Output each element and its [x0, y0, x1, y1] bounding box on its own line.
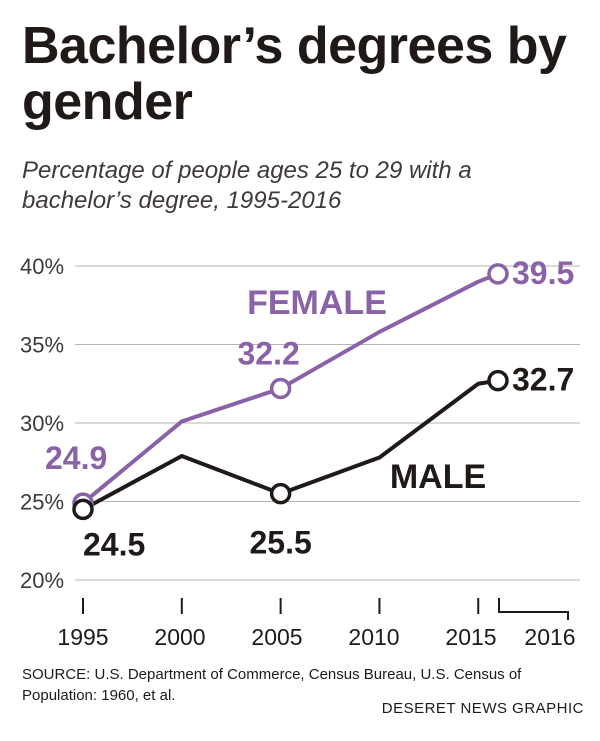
x-tick-bracket-2016	[498, 598, 569, 620]
y-tick-label: 25%	[20, 490, 64, 515]
female-line	[81, 271, 500, 506]
source-note: SOURCE: U.S. Department of Commerce, Cen…	[22, 666, 522, 704]
x-tick-label: 2016	[524, 624, 575, 650]
data-label: 24.9	[45, 440, 107, 476]
chart-title: Bachelor’s degrees by gender	[22, 17, 567, 131]
x-tick-label: 2010	[348, 624, 399, 650]
graphic-credit: DESERET NEWS GRAPHIC	[381, 700, 584, 717]
female-marker	[269, 377, 292, 400]
data-label: 32.7	[512, 362, 574, 398]
x-tick-label: 2015	[445, 624, 496, 650]
series-label-male: MALE	[390, 458, 486, 496]
y-tick-label: 35%	[20, 333, 64, 358]
y-tick-label: 20%	[20, 568, 64, 593]
data-label: 25.5	[249, 525, 311, 561]
male-marker	[72, 498, 94, 521]
chart-subtitle: Percentage of people ages 25 to 29 with …	[22, 157, 472, 214]
female-marker	[487, 263, 509, 285]
series-label-female: FEMALE	[247, 284, 387, 322]
data-label: 24.5	[83, 526, 145, 562]
y-tick-label: 30%	[20, 411, 64, 436]
male-marker	[487, 369, 509, 392]
x-tick-label: 1995	[57, 624, 108, 650]
male-marker	[269, 482, 292, 505]
data-label: 39.5	[512, 255, 574, 291]
male-line	[81, 378, 500, 512]
x-tick-label: 2000	[154, 624, 205, 650]
x-tick-label: 2005	[251, 624, 302, 650]
data-label: 32.2	[237, 335, 299, 371]
y-tick-label: 40%	[20, 254, 64, 279]
